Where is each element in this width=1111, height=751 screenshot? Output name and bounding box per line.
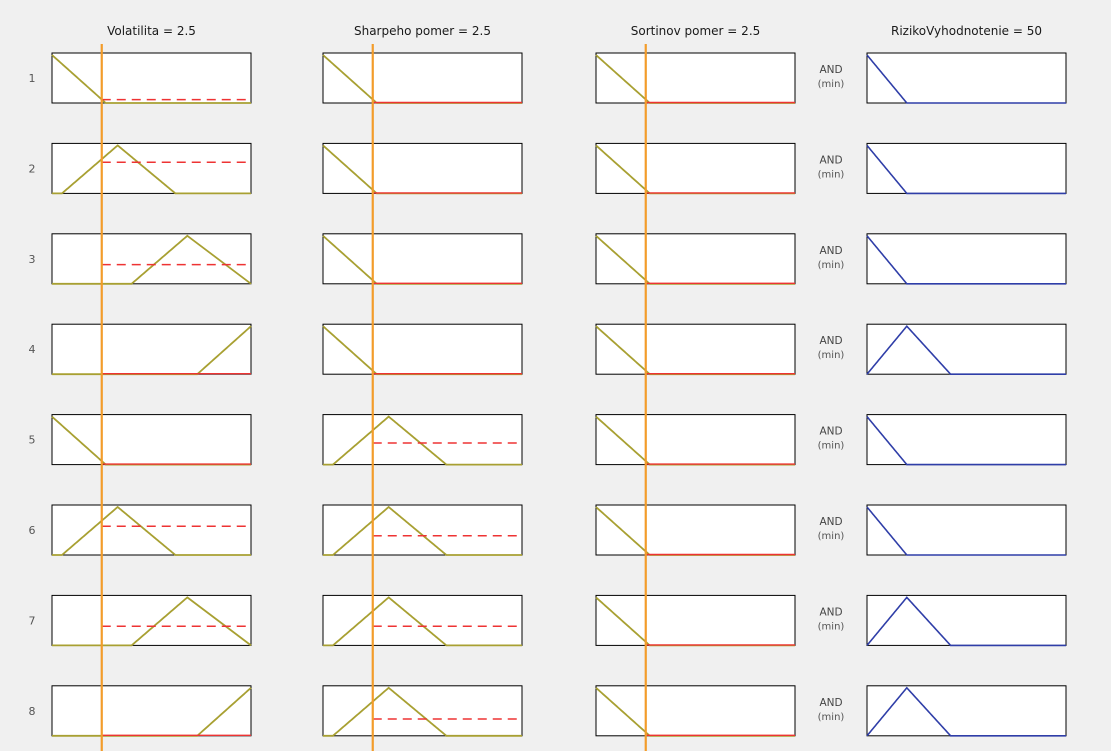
rule-operator: AND — [819, 606, 842, 618]
output-mf-curve — [866, 54, 1066, 104]
rule-operator: AND — [819, 426, 842, 438]
output-mf-panel — [866, 52, 1067, 104]
input-mf-panel — [51, 323, 252, 375]
input-mf-curve — [51, 54, 251, 104]
rule-operator: AND — [819, 154, 842, 166]
rule-number: 3 — [29, 253, 36, 266]
output-mf-curve — [866, 235, 1066, 285]
input-mf-panel — [51, 594, 252, 646]
input-mf-panel — [595, 414, 796, 466]
output-mf-curve — [866, 324, 1066, 375]
input-mf-panel — [51, 414, 252, 466]
input-mf-panel — [595, 52, 796, 104]
rule-number: 6 — [29, 524, 36, 537]
header-sharpeho-pomer: Sharpeho pomer = 2.5 — [354, 24, 491, 38]
input-mf-panel — [51, 52, 252, 104]
input-mf-curve — [52, 596, 252, 647]
rule-number: 7 — [29, 614, 36, 627]
header-rizikovyhodnotenie: RizikoVyhodnotenie = 50 — [891, 24, 1042, 38]
output-mf-panel — [866, 414, 1067, 466]
input-mf-panel — [322, 323, 523, 375]
input-mf-panel — [322, 685, 523, 737]
rule-operator-method: (min) — [818, 712, 845, 723]
rule-operator-method: (min) — [818, 621, 845, 632]
rule-operator-method: (min) — [818, 260, 845, 271]
input-mf-panel — [322, 594, 523, 646]
rule-operator: AND — [819, 697, 842, 709]
input-mf-panel — [51, 504, 252, 556]
rule-operator: AND — [819, 64, 842, 76]
input-mf-curve — [52, 234, 252, 285]
output-mf-curve — [866, 506, 1066, 556]
input-mf-panel — [322, 142, 523, 194]
output-mf-panel — [866, 594, 1067, 646]
input-mf-panel — [322, 504, 523, 556]
rule-operator-method: (min) — [818, 79, 845, 90]
input-mf-curve — [52, 144, 251, 195]
input-mf-panel — [595, 323, 796, 375]
input-mf-panel — [595, 142, 796, 194]
output-mf-curve — [866, 686, 1066, 737]
output-mf-curve — [866, 596, 1066, 647]
rule-operator-method: (min) — [818, 531, 845, 542]
input-mf-panel — [51, 233, 252, 285]
output-mf-panel — [866, 504, 1067, 556]
rule-operator: AND — [819, 245, 842, 257]
input-mf-panel — [595, 594, 796, 646]
rule-operator-method: (min) — [818, 169, 845, 180]
rule-operator-method: (min) — [818, 441, 845, 452]
rule-operator: AND — [819, 516, 842, 528]
input-mf-panel — [51, 142, 252, 194]
header-volatilita: Volatilita = 2.5 — [107, 24, 196, 38]
input-mf-curve — [323, 415, 522, 466]
rule-operator-method: (min) — [818, 350, 845, 361]
output-mf-curve — [866, 416, 1066, 466]
output-mf-panel — [866, 323, 1067, 375]
rule-number: 5 — [29, 434, 36, 447]
output-mf-panel — [866, 233, 1067, 285]
output-mf-panel — [866, 142, 1067, 194]
input-mf-panel — [595, 233, 796, 285]
input-mf-panel — [595, 504, 796, 556]
input-mf-panel — [595, 685, 796, 737]
input-mf-panel — [322, 52, 523, 104]
rule-operator: AND — [819, 335, 842, 347]
rule-number: 8 — [29, 705, 36, 718]
rule-number: 4 — [29, 343, 36, 356]
header-sortinov-pomer: Sortinov pomer = 2.5 — [631, 24, 761, 38]
output-mf-panel — [866, 685, 1067, 737]
input-mf-panel — [322, 233, 523, 285]
input-mf-panel — [51, 685, 252, 737]
rule-number: 2 — [29, 162, 36, 175]
rule-number: 1 — [29, 72, 36, 85]
input-mf-curve — [323, 686, 522, 737]
input-mf-curve — [52, 505, 251, 556]
input-mf-panel — [322, 414, 523, 466]
output-mf-curve — [866, 144, 1066, 195]
